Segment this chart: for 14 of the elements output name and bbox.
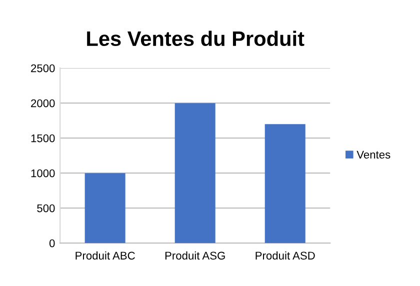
x-tick-label: Produit ABC	[76, 251, 135, 260]
chart-title: Les Ventes du Produit	[87, 30, 304, 46]
y-tick-label: 0	[49, 239, 55, 248]
x-tick-label: Produit ASG	[165, 251, 225, 260]
y-tick-label: 2500	[31, 64, 55, 72]
legend-label: Ventes	[356, 150, 390, 159]
y-tick-label: 1500	[31, 134, 55, 142]
x-tick-label: Produit ASD	[256, 251, 315, 260]
y-tick-label: 2000	[31, 99, 55, 108]
bar	[84, 173, 126, 244]
y-tick-label: 500	[37, 204, 55, 212]
bar	[264, 124, 306, 244]
y-tick-label: 1000	[31, 169, 55, 178]
bar	[174, 103, 216, 244]
